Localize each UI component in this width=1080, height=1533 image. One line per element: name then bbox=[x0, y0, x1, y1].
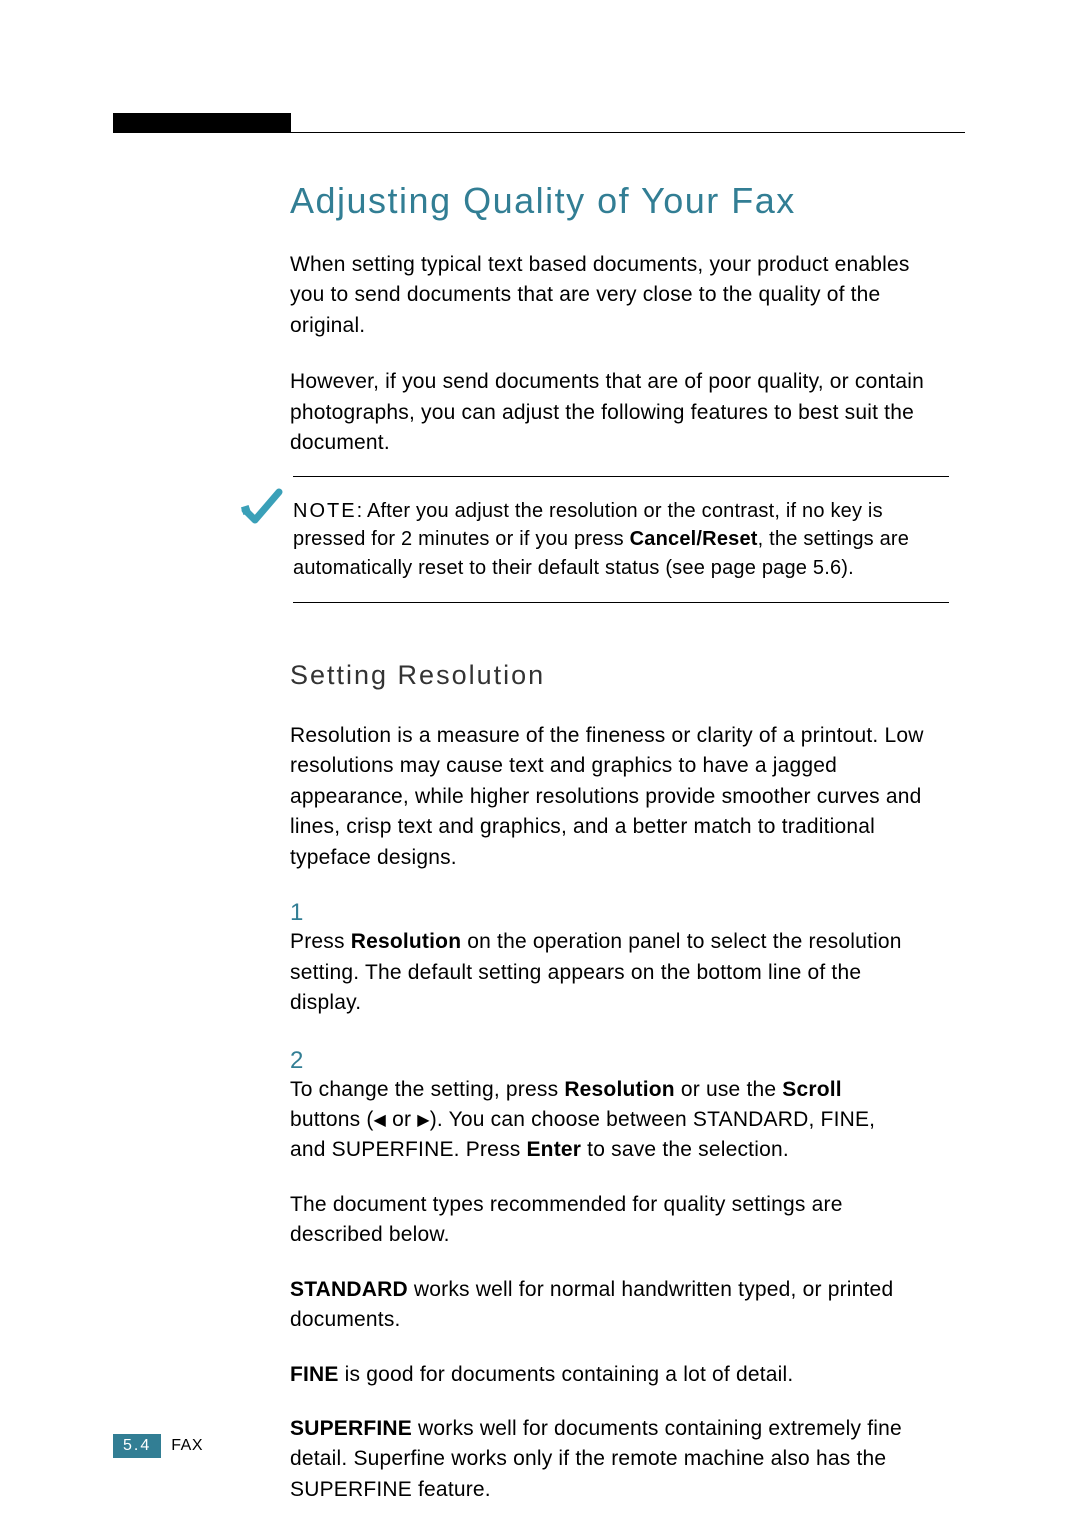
bold-enter: Enter bbox=[526, 1138, 581, 1161]
intro-paragraph-2: However, if you send documents that are … bbox=[290, 367, 950, 458]
text-fragment: Press bbox=[290, 930, 351, 953]
footer-label: FAX bbox=[171, 1437, 203, 1455]
bold-superfine: SUPERFINE bbox=[290, 1417, 412, 1440]
intro-paragraph-1: When setting typical text based document… bbox=[290, 250, 950, 341]
header-rule bbox=[113, 132, 965, 133]
page-number-badge: 5.4 bbox=[113, 1434, 161, 1458]
section-intro: Resolution is a measure of the fineness … bbox=[290, 721, 950, 873]
bold-scroll: Scroll bbox=[782, 1078, 842, 1101]
note-bold-cancel-reset: Cancel/Reset bbox=[630, 528, 758, 550]
step-1: 1 Press Resolution on the operation pane… bbox=[290, 899, 950, 1018]
bold-resolution: Resolution bbox=[564, 1078, 675, 1101]
checkmark-icon bbox=[239, 488, 283, 537]
step-2: 2 To change the setting, press Resolutio… bbox=[290, 1047, 950, 1506]
page: Adjusting Quality of Your Fax When setti… bbox=[0, 0, 1080, 1526]
step-2-sub-standard: STANDARD works well for normal handwritt… bbox=[290, 1275, 906, 1336]
page-footer: 5.4 FAX bbox=[113, 1434, 203, 1458]
text-fragment: or use the bbox=[675, 1078, 782, 1101]
arrow-left-icon: ◀ bbox=[374, 1112, 387, 1129]
step-number: 1 bbox=[290, 899, 330, 927]
bold-resolution: Resolution bbox=[351, 930, 462, 953]
note-text: NOTE: After you adjust the resolution or… bbox=[293, 497, 949, 582]
text-fragment: or bbox=[386, 1108, 417, 1131]
bold-standard: STANDARD bbox=[290, 1278, 408, 1301]
step-2-sub-1: The document types recommended for quali… bbox=[290, 1190, 906, 1251]
text-fragment: buttons ( bbox=[290, 1108, 374, 1131]
note-rule-top bbox=[293, 476, 949, 477]
text-fragment: is good for documents containing a lot o… bbox=[339, 1363, 794, 1386]
step-1-text: Press Resolution on the operation panel … bbox=[290, 927, 906, 1018]
section-subhead: Setting Resolution bbox=[290, 660, 950, 691]
step-number: 2 bbox=[290, 1047, 330, 1075]
note-rule-bottom bbox=[293, 602, 949, 603]
step-body-wrap: Press Resolution on the operation panel … bbox=[290, 927, 906, 1018]
section-setting-resolution: Setting Resolution Resolution is a measu… bbox=[290, 660, 950, 1533]
text-fragment: To change the setting, press bbox=[290, 1078, 564, 1101]
step-2-sub-superfine: SUPERFINE works well for documents conta… bbox=[290, 1414, 906, 1505]
step-2-text: To change the setting, press Resolution … bbox=[290, 1075, 906, 1166]
note-label: NOTE bbox=[293, 500, 357, 522]
bold-fine: FINE bbox=[290, 1363, 339, 1386]
step-body-wrap: To change the setting, press Resolution … bbox=[290, 1075, 906, 1506]
step-2-sub-fine: FINE is good for documents containing a … bbox=[290, 1360, 906, 1390]
header-tab-block bbox=[113, 113, 291, 132]
intro-column: When setting typical text based document… bbox=[290, 250, 950, 485]
page-title: Adjusting Quality of Your Fax bbox=[290, 180, 796, 222]
note-box: NOTE: After you adjust the resolution or… bbox=[239, 476, 949, 603]
arrow-right-icon: ▶ bbox=[417, 1112, 430, 1129]
text-fragment: to save the selection. bbox=[581, 1138, 789, 1161]
